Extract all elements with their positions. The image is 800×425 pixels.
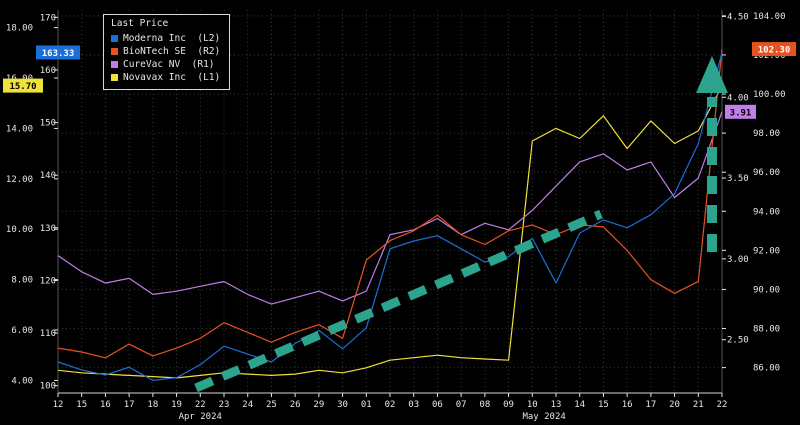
legend-label: BioNTech SE (R2) [123, 46, 221, 57]
svg-text:170: 170 [40, 13, 56, 23]
svg-text:2.50: 2.50 [727, 336, 749, 346]
svg-text:90.00: 90.00 [753, 285, 780, 295]
last-price-value: 163.33 [42, 49, 75, 59]
last-price-value: 15.70 [9, 82, 36, 92]
series-line-novavax [57, 85, 723, 379]
svg-text:4.00: 4.00 [727, 93, 749, 103]
legend-item: BioNTech SE (R2) [111, 45, 220, 58]
svg-text:88.00: 88.00 [753, 325, 780, 335]
svg-text:22: 22 [195, 400, 206, 410]
last-price-badge-curevac [725, 104, 756, 119]
svg-text:02: 02 [385, 400, 396, 410]
svg-text:15: 15 [598, 400, 609, 410]
series-line-biontech [57, 49, 723, 359]
last-price-badge-biontech [752, 42, 796, 57]
svg-text:25: 25 [266, 400, 277, 410]
legend-item: Moderna Inc (L2) [111, 32, 220, 45]
svg-text:18: 18 [147, 400, 158, 410]
legend-label: CureVac NV (R1) [123, 59, 215, 70]
svg-text:110: 110 [40, 329, 56, 339]
svg-text:12: 12 [53, 400, 64, 410]
svg-text:100.00: 100.00 [753, 90, 786, 100]
series-line-moderna [57, 52, 723, 381]
series-color-swatch [111, 61, 118, 68]
svg-text:3.50: 3.50 [727, 174, 749, 184]
svg-text:19: 19 [171, 400, 182, 410]
svg-text:13: 13 [551, 400, 562, 410]
svg-text:86.00: 86.00 [753, 364, 780, 374]
series-color-swatch [111, 35, 118, 42]
legend-label: Novavax Inc (L1) [123, 72, 221, 83]
svg-text:May 2024: May 2024 [522, 412, 565, 422]
svg-text:16: 16 [100, 400, 111, 410]
legend-item: Novavax Inc (L1) [111, 71, 220, 84]
svg-text:17: 17 [645, 400, 656, 410]
svg-text:23: 23 [219, 400, 230, 410]
svg-text:3.00: 3.00 [727, 255, 749, 265]
svg-text:8.00: 8.00 [11, 276, 33, 286]
svg-text:07: 07 [456, 400, 467, 410]
svg-text:17: 17 [124, 400, 135, 410]
svg-text:104.00: 104.00 [753, 12, 786, 22]
svg-text:Apr 2024: Apr 2024 [179, 412, 222, 422]
axes: 18.0016.0014.0012.0010.008.006.004.00170… [6, 10, 786, 422]
svg-text:160: 160 [40, 66, 56, 76]
legend-label: Moderna Inc (L2) [123, 33, 221, 44]
trend-annotations [194, 56, 728, 393]
svg-text:01: 01 [361, 400, 372, 410]
last-price-badge-novavax [3, 78, 43, 93]
svg-text:14: 14 [574, 400, 585, 410]
svg-text:92.00: 92.00 [753, 246, 780, 256]
svg-text:96.00: 96.00 [753, 168, 780, 178]
svg-text:15: 15 [76, 400, 87, 410]
svg-text:18.00: 18.00 [6, 24, 33, 34]
series-lines [57, 49, 723, 381]
svg-text:16: 16 [622, 400, 633, 410]
svg-text:98.00: 98.00 [753, 129, 780, 139]
svg-text:6.00: 6.00 [11, 326, 33, 336]
svg-text:100: 100 [40, 382, 56, 392]
legend: Last Price Moderna Inc (L2) BioNTech SE … [103, 14, 231, 90]
last-price-badges: 163.33 102.30 3.91 15.70 [3, 42, 796, 119]
surge-arrow-head [696, 56, 728, 93]
series-color-swatch [111, 74, 118, 81]
svg-text:08: 08 [479, 400, 490, 410]
svg-text:30: 30 [337, 400, 348, 410]
svg-text:06: 06 [432, 400, 443, 410]
svg-text:24: 24 [242, 400, 253, 410]
last-price-badge-moderna [36, 45, 80, 60]
uptrend-arrow [194, 209, 603, 393]
svg-text:130: 130 [40, 224, 56, 234]
svg-text:10: 10 [527, 400, 538, 410]
last-price-value: 3.91 [730, 108, 752, 118]
svg-text:03: 03 [408, 400, 419, 410]
svg-text:22: 22 [717, 400, 728, 410]
svg-text:26: 26 [290, 400, 301, 410]
svg-text:120: 120 [40, 276, 56, 286]
svg-text:10.00: 10.00 [6, 225, 33, 235]
svg-text:150: 150 [40, 119, 56, 129]
svg-text:4.50: 4.50 [727, 12, 749, 22]
legend-title: Last Price [111, 18, 169, 29]
svg-text:09: 09 [503, 400, 514, 410]
svg-text:20: 20 [669, 400, 680, 410]
svg-text:94.00: 94.00 [753, 207, 780, 217]
svg-text:29: 29 [313, 400, 324, 410]
svg-text:12.00: 12.00 [6, 175, 33, 185]
series-color-swatch [111, 48, 118, 55]
svg-text:21: 21 [693, 400, 704, 410]
series-line-curevac [57, 111, 723, 305]
svg-text:14.00: 14.00 [6, 124, 33, 134]
legend-item: CureVac NV (R1) [111, 58, 220, 71]
last-price-value: 102.30 [758, 46, 791, 56]
svg-text:140: 140 [40, 171, 56, 181]
svg-text:4.00: 4.00 [11, 376, 33, 386]
